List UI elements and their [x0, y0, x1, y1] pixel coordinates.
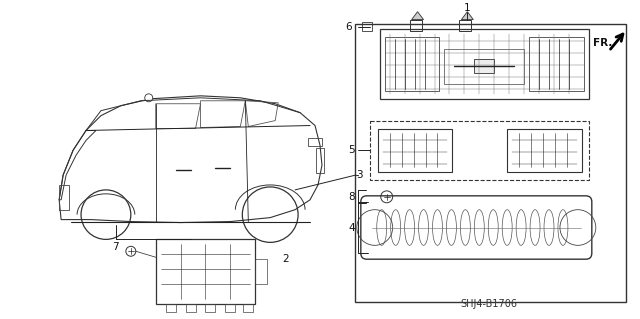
Text: 6: 6 [345, 21, 352, 32]
Bar [529, 37, 584, 91]
Text: FR.: FR. [593, 38, 612, 48]
Bar [370, 121, 589, 180]
Bar [378, 129, 452, 172]
Text: 7: 7 [112, 242, 119, 252]
Bar [225, 304, 236, 312]
Bar [166, 304, 175, 312]
Bar [243, 304, 253, 312]
Bar [385, 37, 440, 91]
Bar [316, 148, 324, 173]
Bar [410, 19, 422, 32]
Bar [380, 29, 589, 99]
Bar [362, 22, 372, 32]
Bar [156, 239, 255, 304]
Bar [460, 19, 471, 32]
Text: 4: 4 [348, 223, 355, 233]
Polygon shape [461, 12, 474, 19]
Bar [474, 59, 494, 73]
Text: 5: 5 [348, 145, 355, 155]
Text: SHJ4-B1706: SHJ4-B1706 [461, 299, 518, 309]
Bar [444, 49, 524, 84]
Bar [255, 259, 268, 284]
Text: 1: 1 [464, 3, 470, 13]
Text: 3: 3 [356, 170, 362, 180]
Bar [59, 185, 69, 210]
Text: 8: 8 [348, 192, 355, 202]
Text: 2: 2 [282, 254, 289, 264]
Bar [308, 138, 322, 146]
Bar [507, 129, 582, 172]
Bar [205, 304, 216, 312]
Bar [355, 24, 626, 302]
Bar [186, 304, 196, 312]
Polygon shape [412, 12, 424, 19]
Circle shape [145, 94, 153, 102]
